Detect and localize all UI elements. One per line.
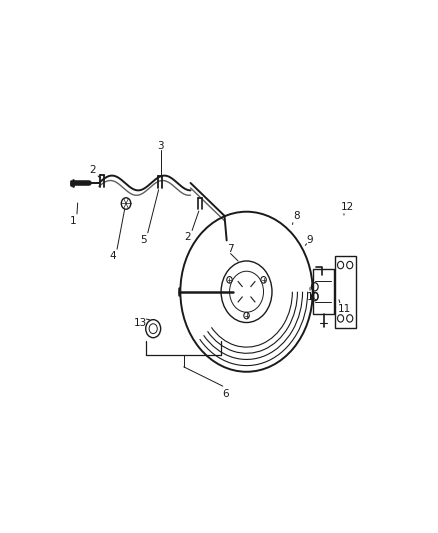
Text: 7: 7 [227,245,234,254]
Text: 5: 5 [140,235,147,245]
Circle shape [347,314,353,322]
Circle shape [347,261,353,269]
Text: 12: 12 [341,202,354,212]
Text: 8: 8 [293,211,300,221]
Circle shape [227,277,232,283]
Text: 9: 9 [307,235,313,245]
Text: 10: 10 [307,292,320,302]
Circle shape [244,312,249,319]
Text: 3: 3 [157,141,164,151]
Bar [336,256,356,328]
Circle shape [338,314,344,322]
Text: 4: 4 [110,251,117,261]
Bar [314,269,334,314]
Text: 13: 13 [134,318,147,327]
Text: 2: 2 [184,232,191,242]
Text: 1: 1 [70,216,77,226]
Text: 2: 2 [89,165,96,175]
Circle shape [121,198,131,209]
Text: 11: 11 [337,304,350,314]
Circle shape [338,261,344,269]
Circle shape [261,277,266,283]
Text: 6: 6 [222,389,229,399]
